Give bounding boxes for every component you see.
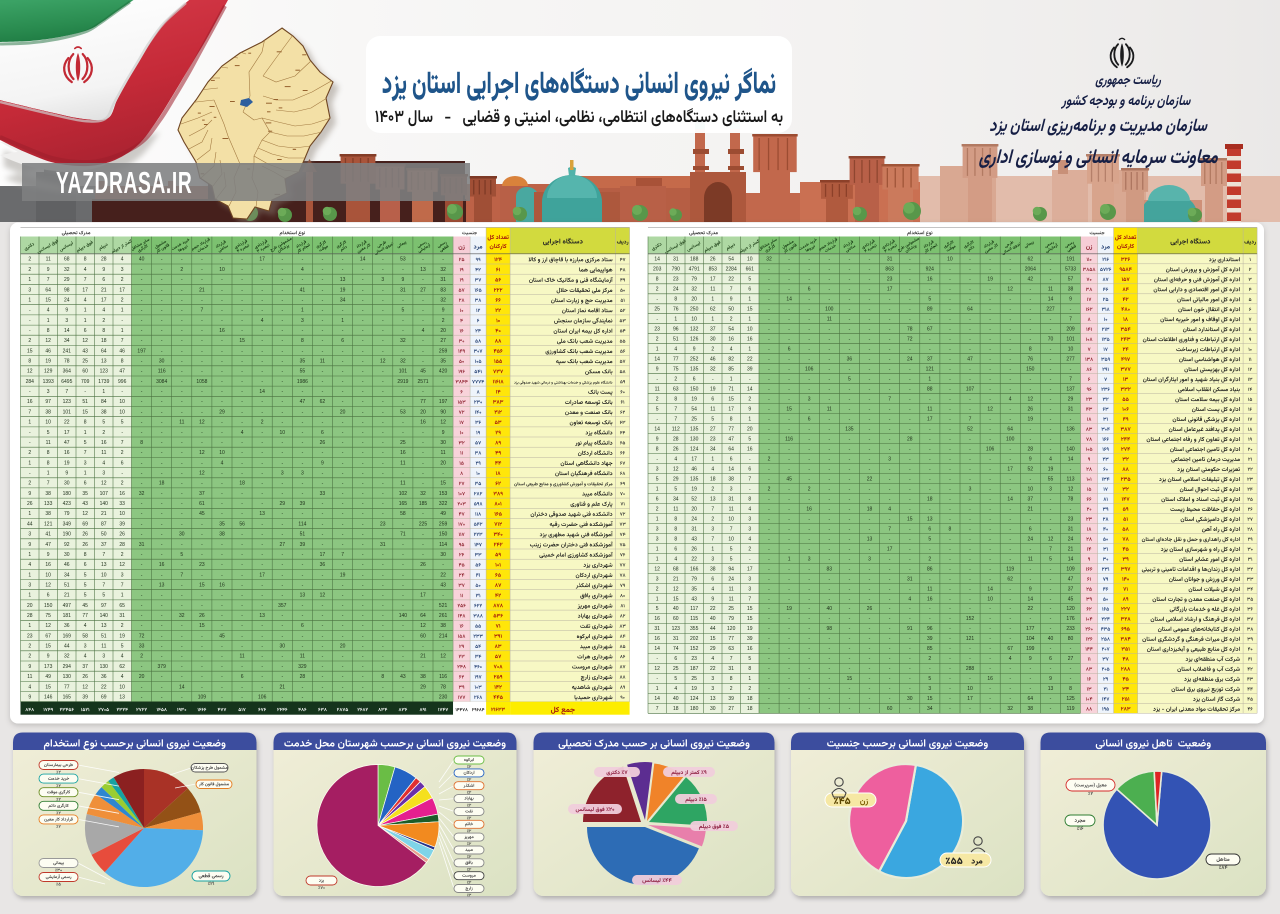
svg-text:YAZDRASA.IR: YAZDRASA.IR <box>56 167 192 201</box>
svg-text:-37-1-------14---------: -3 7-1- - - - - - -14- - - - - - - - - <box>29 389 444 395</box>
svg-text:-26-1-----5---1------7: -26-1-----5---1------7 <box>656 377 1072 383</box>
